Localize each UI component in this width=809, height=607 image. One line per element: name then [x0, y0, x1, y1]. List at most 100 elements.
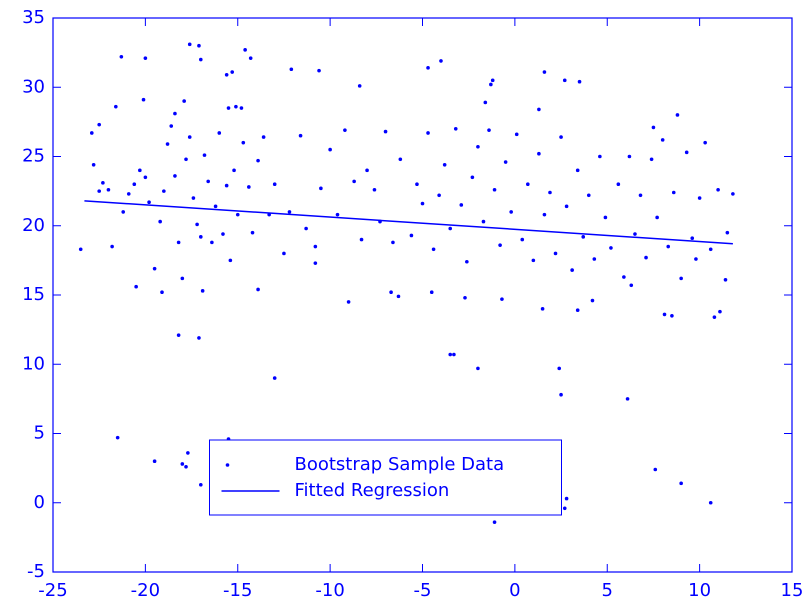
- point: [439, 59, 443, 63]
- point: [256, 158, 260, 163]
- point: [725, 230, 730, 235]
- point: [234, 104, 238, 109]
- point: [459, 203, 464, 207]
- point: [250, 230, 255, 235]
- point: [470, 175, 475, 180]
- point: [426, 131, 430, 135]
- point: [221, 232, 225, 236]
- point: [644, 255, 648, 260]
- point: [697, 196, 702, 200]
- point: [487, 128, 491, 132]
- legend-label: Fitted Regression: [295, 480, 450, 501]
- point: [679, 481, 683, 486]
- point: [357, 84, 362, 88]
- point: [708, 247, 713, 252]
- point: [520, 237, 525, 242]
- point: [197, 336, 201, 340]
- point: [352, 179, 356, 184]
- y-tick-label: 30: [22, 76, 45, 97]
- point: [173, 174, 177, 178]
- point: [313, 244, 318, 249]
- point: [115, 435, 120, 440]
- point: [182, 99, 186, 103]
- point: [195, 222, 199, 227]
- point: [731, 192, 735, 196]
- point: [199, 57, 203, 62]
- y-tick-label: 5: [34, 423, 45, 444]
- point: [162, 189, 166, 193]
- point: [365, 168, 369, 173]
- point: [670, 313, 674, 318]
- point: [143, 56, 148, 60]
- point: [625, 397, 630, 401]
- point: [121, 210, 126, 214]
- point: [134, 284, 138, 289]
- point: [598, 154, 602, 159]
- x-tick-label: -5: [414, 580, 432, 601]
- point: [119, 54, 124, 59]
- y-tick-label: 0: [34, 492, 45, 513]
- point: [289, 67, 294, 72]
- point: [319, 186, 323, 191]
- point: [317, 68, 321, 73]
- point: [559, 135, 563, 139]
- point: [448, 352, 453, 357]
- point: [152, 266, 157, 271]
- y-tick-label: 10: [22, 353, 45, 374]
- point: [372, 187, 377, 192]
- legend-box: [209, 439, 562, 516]
- point: [173, 111, 177, 116]
- point: [78, 247, 83, 252]
- x-tick-label: -20: [131, 580, 160, 601]
- point: [694, 257, 698, 261]
- point: [415, 182, 419, 186]
- point: [132, 182, 137, 186]
- point: [256, 287, 260, 292]
- point: [708, 500, 713, 505]
- point: [206, 179, 210, 184]
- point: [272, 182, 277, 186]
- x-tick-label: 10: [688, 580, 711, 601]
- point: [514, 132, 519, 137]
- point: [191, 196, 196, 200]
- x-tick-label: 5: [602, 580, 613, 601]
- regression-line: [84, 200, 733, 245]
- point: [226, 106, 231, 110]
- point: [138, 168, 142, 173]
- point: [662, 312, 667, 317]
- point: [152, 459, 157, 464]
- point: [562, 506, 567, 511]
- point: [143, 175, 148, 180]
- point: [627, 154, 632, 159]
- point: [213, 204, 218, 209]
- point: [448, 226, 453, 231]
- point: [537, 151, 541, 156]
- x-tick-label: 0: [509, 580, 520, 601]
- point: [586, 193, 591, 198]
- point: [716, 187, 720, 192]
- point: [232, 168, 236, 173]
- point: [89, 131, 94, 135]
- point: [570, 268, 574, 272]
- point: [197, 43, 201, 48]
- point: [542, 70, 547, 74]
- point: [590, 298, 595, 303]
- point: [703, 140, 707, 145]
- point: [679, 276, 683, 281]
- point: [241, 140, 246, 145]
- x-tick-label: -25: [38, 580, 67, 601]
- point: [603, 215, 608, 220]
- y-tick-label: -5: [27, 561, 45, 582]
- point: [653, 467, 658, 472]
- point: [282, 251, 286, 256]
- point: [106, 187, 111, 192]
- point: [481, 219, 486, 224]
- point: [690, 236, 695, 241]
- point: [575, 168, 580, 173]
- point: [622, 275, 626, 279]
- point: [498, 243, 502, 247]
- point: [110, 244, 114, 249]
- point: [638, 193, 643, 198]
- point: [492, 520, 497, 524]
